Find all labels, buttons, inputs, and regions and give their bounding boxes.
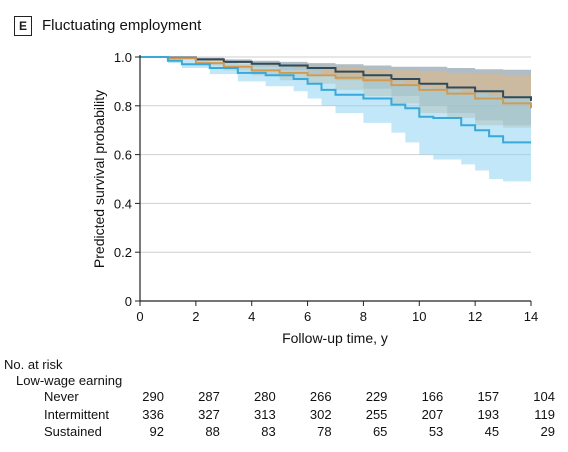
risk-count: 45	[484, 424, 500, 439]
survival-lines	[140, 56, 532, 144]
risk-count: 290	[142, 389, 164, 404]
risk-count: 166	[421, 389, 444, 404]
risk-count: 229	[365, 389, 388, 404]
risk-count: 255	[365, 407, 388, 422]
y-tick-label: 0.4	[114, 196, 132, 211]
y-tick-label: 0.2	[114, 245, 132, 260]
risk-row-label: Sustained	[44, 424, 102, 439]
survival-line-1	[140, 56, 532, 101]
confidence-band-3	[140, 57, 531, 184]
confidence-bands	[140, 57, 531, 184]
risk-row-label: Intermittent	[44, 407, 110, 422]
risk-count: 266	[309, 389, 332, 404]
risk-count: 78	[317, 424, 332, 439]
x-tick-label: 2	[192, 309, 199, 324]
x-tick-label: 8	[360, 309, 367, 324]
risk-row-label: Never	[44, 389, 79, 404]
x-axis-label: Follow-up time, y	[282, 330, 388, 346]
risk-count: 287	[198, 389, 220, 404]
survival-chart: 0 0.2 0.4 0.6 0.8 1.0 0 2 4 6 8 10 12 14 Follow-up ti…	[91, 50, 538, 346]
risk-count: 88	[205, 424, 220, 439]
risk-count: 327	[198, 407, 220, 422]
y-tick-label: 0.8	[114, 99, 132, 114]
risk-count: 207	[421, 407, 444, 422]
risk-count: 29	[540, 424, 555, 439]
y-tick-label: 0.6	[114, 148, 132, 163]
panel-title: Fluctuating employment	[42, 17, 202, 34]
y-axis-label: Predicted survival probability	[91, 90, 107, 268]
risk-table-subtitle: Low-wage earning	[16, 373, 123, 388]
risk-count: 193	[477, 407, 500, 422]
risk-table-title: No. at risk	[4, 357, 63, 372]
x-tick-label: 10	[412, 309, 426, 324]
y-tick-label: 1.0	[114, 50, 132, 65]
risk-count: 280	[254, 389, 276, 404]
risk-count: 119	[534, 407, 555, 422]
risk-count: 313	[254, 407, 276, 422]
survival-line-2	[140, 56, 532, 109]
x-tick-label: 0	[136, 309, 143, 324]
risk-count: 104	[533, 389, 555, 404]
risk-count: 53	[428, 424, 444, 439]
x-tick-label: 6	[304, 309, 311, 324]
confidence-band-2	[140, 57, 531, 133]
y-tick-label: 0	[125, 294, 132, 309]
risk-count: 83	[261, 424, 276, 439]
risk-count: 302	[309, 407, 332, 422]
x-tick-label: 4	[248, 309, 255, 324]
survival-line-3	[140, 56, 531, 144]
risk-count: 92	[149, 424, 164, 439]
axes: 0 0.2 0.4 0.6 0.8 1.0 0 2 4 6 8 10 12 14	[114, 50, 538, 324]
x-tick-label: 12	[468, 309, 482, 324]
risk-count: 157	[477, 389, 500, 404]
panel-letter: E	[14, 16, 32, 36]
risk-count: 65	[372, 424, 388, 439]
x-tick-label: 14	[524, 309, 538, 324]
risk-count: 336	[142, 407, 164, 422]
